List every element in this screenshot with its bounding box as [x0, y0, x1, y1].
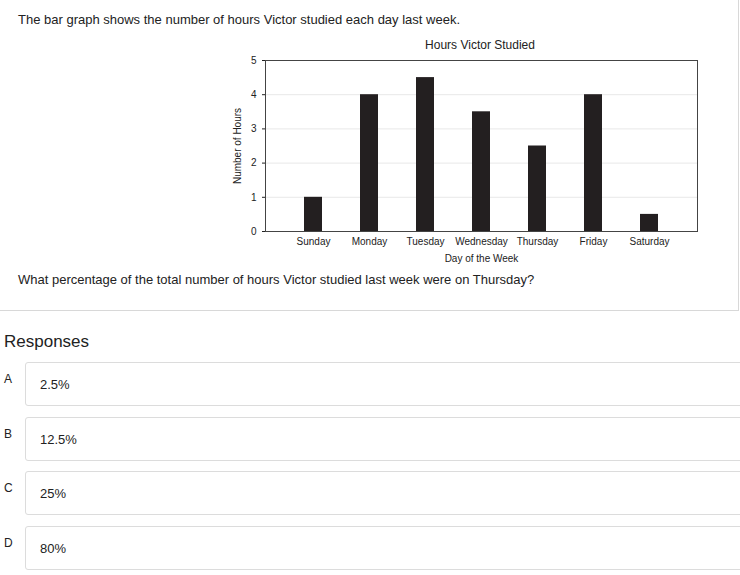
html-text:The bar graph shows the number: The bar graph shows the number of hours … — [18, 12, 460, 27]
html-text:Hours Victor Studied: Hours Victor Studied — [425, 38, 535, 52]
svg-text:4: 4 — [251, 89, 257, 100]
svg-text:Day of the Week: Day of the Week — [445, 253, 520, 264]
svg-text:Friday: Friday — [580, 236, 608, 247]
svg-text:Tuesday: Tuesday — [407, 236, 445, 247]
html-text:B: B — [4, 426, 12, 441]
html-text:2.5%: 2.5% — [40, 377, 70, 392]
svg-text:Saturday: Saturday — [629, 236, 669, 247]
svg-text:5: 5 — [251, 55, 257, 66]
html-text:25%: 25% — [40, 486, 66, 501]
svg-text:Monday: Monday — [352, 236, 388, 247]
svg-text:2: 2 — [251, 157, 257, 168]
svg-text:Wednesday: Wednesday — [455, 236, 508, 247]
svg-text:1: 1 — [251, 192, 257, 203]
html-text:Responses: Responses — [4, 332, 90, 351]
svg-text:Thursday: Thursday — [517, 236, 559, 247]
html-text:D: D — [4, 535, 13, 550]
html-text:C: C — [4, 481, 13, 495]
svg-text:0: 0 — [251, 226, 257, 237]
svg-text:Sunday: Sunday — [297, 236, 331, 247]
svg-text:3: 3 — [251, 123, 257, 134]
svg-text:Number of Hours: Number of Hours — [232, 108, 243, 184]
html-text:What percentage of the total n: What percentage of the total number of h… — [18, 272, 535, 287]
html-text:12.5%: 12.5% — [40, 431, 77, 447]
html-text:A: A — [4, 372, 12, 386]
html-text:80%: 80% — [40, 540, 66, 556]
